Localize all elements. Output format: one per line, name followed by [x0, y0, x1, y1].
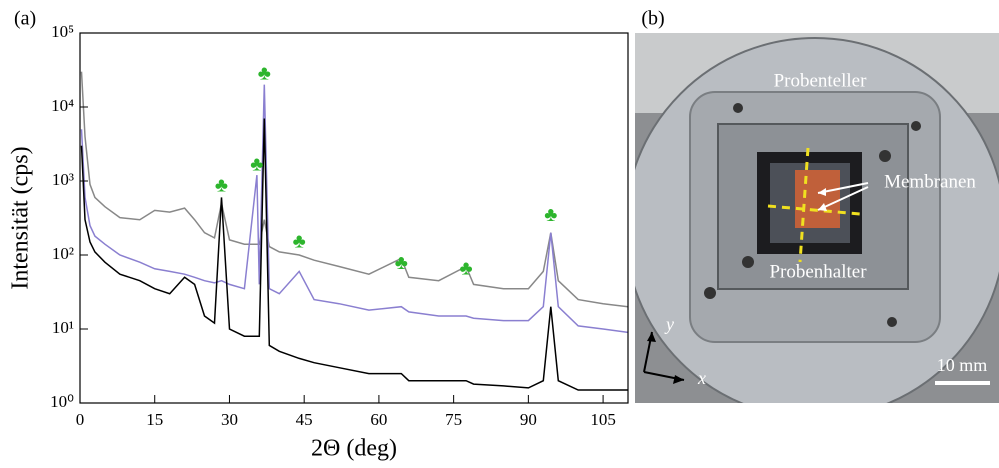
scale-label: 10 mm [937, 355, 988, 375]
series-line [80, 71, 628, 308]
screw-hole [704, 287, 716, 299]
plot-area [80, 71, 628, 391]
screw-hole [879, 150, 891, 162]
x-tick-label: 75 [445, 410, 462, 429]
panel-label: (b) [641, 8, 664, 30]
y-tick-label: 10⁰ [50, 392, 74, 411]
peak-marker: ♣ [258, 63, 271, 85]
peak-marker: ♣ [395, 252, 408, 274]
y-tick-label: 10¹ [52, 318, 74, 337]
x-tick-label: 60 [370, 410, 387, 429]
screw-hole [742, 256, 754, 268]
peak-marker: ♣ [250, 153, 263, 175]
x-tick-label: 0 [76, 410, 85, 429]
x-tick-label: 105 [590, 410, 616, 429]
screw-hole [911, 121, 921, 131]
series-line [80, 84, 628, 334]
arrow-head [818, 188, 827, 211]
plot-frame [79, 32, 629, 404]
screw-hole [887, 317, 897, 327]
panel-label: (a) [14, 8, 36, 30]
x-tick-label: 15 [146, 410, 163, 429]
photo-label: Probenteller [774, 70, 868, 91]
dashed-guide [798, 147, 810, 263]
y-tick-label: 10⁵ [51, 22, 74, 41]
dashed-guide [767, 204, 861, 216]
axis-letter: x [697, 368, 706, 388]
axis-letter: y [664, 314, 674, 334]
photo-label: Probenhalter [769, 261, 867, 282]
peak-marker: ♣ [215, 175, 228, 197]
photo-label: Membranen [884, 171, 976, 192]
x-tick-label: 90 [520, 410, 537, 429]
arrow [817, 182, 869, 194]
y-tick-label: 10⁴ [51, 96, 74, 115]
x-tick-label: 45 [296, 410, 313, 429]
photo [635, 33, 999, 403]
x-axis-label: 2Θ (deg) [311, 436, 397, 462]
y-tick-label: 10² [52, 244, 74, 263]
y-axis-label: Intensität (cps) [8, 146, 34, 289]
peak-marker: ♣ [544, 204, 557, 226]
arrow-head [647, 332, 684, 384]
screw-hole [733, 103, 743, 113]
peak-marker: ♣ [293, 231, 306, 253]
peak-marker: ♣ [460, 257, 473, 279]
x-tick-label: 30 [221, 410, 238, 429]
series-line [80, 118, 628, 391]
arrow [817, 186, 869, 211]
y-tick-label: 10³ [52, 170, 74, 189]
